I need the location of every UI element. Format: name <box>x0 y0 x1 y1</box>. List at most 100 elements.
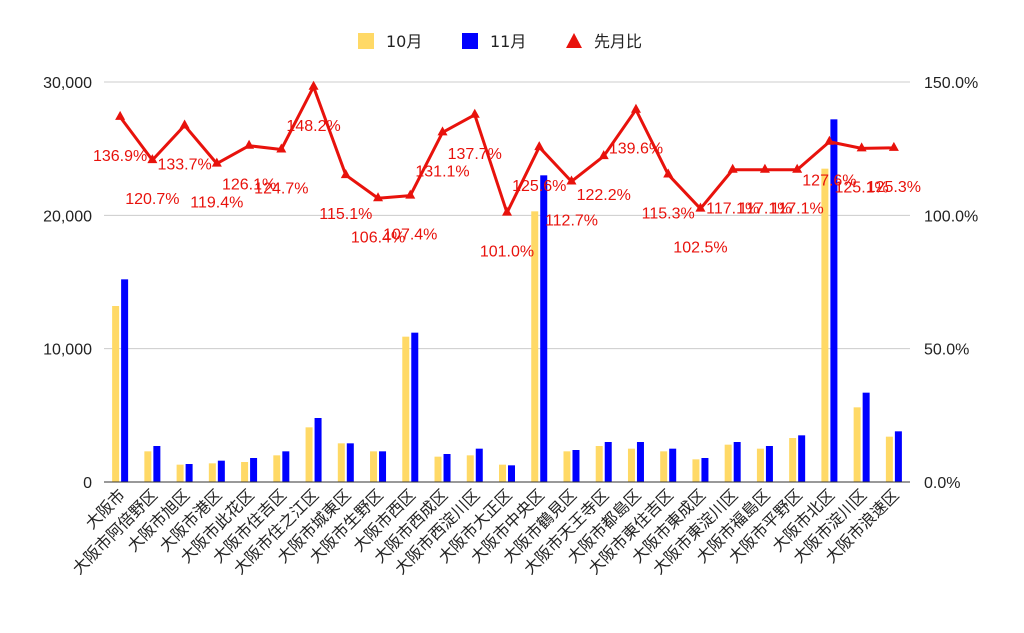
ratio-point-marker <box>502 206 512 216</box>
ratio-point-marker <box>663 168 674 178</box>
ratio-data-label: 124.7% <box>254 180 308 197</box>
ratio-data-label: 117.1% <box>771 201 824 218</box>
bar-nov <box>346 443 354 482</box>
ratio-point-marker <box>566 175 577 185</box>
bar-oct <box>241 462 249 482</box>
ratio-point-marker <box>888 141 899 151</box>
ratio-point-marker <box>598 150 609 160</box>
bar-oct <box>853 407 861 482</box>
ratio-data-label: 107.4% <box>383 227 437 244</box>
legend-swatch <box>462 33 478 49</box>
bar-oct <box>370 451 378 482</box>
ratio-point-marker <box>115 110 126 120</box>
ratio-point-marker <box>469 108 480 118</box>
ratio-data-label: 125.1% <box>835 179 889 196</box>
left-axis-tick-label: 10,000 <box>43 342 92 359</box>
left-axis-tick-label: 20,000 <box>43 208 92 225</box>
legend: 10月 11月 先月比 <box>358 32 642 51</box>
bar-oct <box>789 438 797 482</box>
ratio-data-label: 125.6% <box>512 178 566 195</box>
ratio-point-marker <box>792 163 803 173</box>
ratio-point-marker <box>211 157 222 167</box>
bar-nov <box>669 448 677 482</box>
bar-nov <box>379 451 387 482</box>
ratio-data-label: 127.6% <box>802 173 856 190</box>
bar-oct <box>821 168 829 482</box>
bar-nov <box>701 458 709 482</box>
bar-oct <box>595 446 603 482</box>
ratio-data-label: 119.4% <box>190 195 243 212</box>
ratio-data-label: 112.7% <box>545 212 598 229</box>
bar-nov <box>508 465 515 482</box>
bar-oct <box>627 448 635 482</box>
ratio-data-label: 102.5% <box>673 240 727 257</box>
bar-nov <box>540 175 548 483</box>
bar-oct <box>337 443 345 482</box>
bar-nov <box>798 435 806 482</box>
ratio-point-marker <box>695 202 706 212</box>
ratio-data-label: 148.2% <box>286 118 340 135</box>
bar-oct <box>660 451 668 482</box>
ratio-data-label: 122.2% <box>577 187 631 204</box>
bar-nov <box>894 431 902 482</box>
bar-oct <box>273 455 281 482</box>
ratio-point-marker <box>340 169 351 179</box>
bar-oct <box>563 451 571 482</box>
legend-label: 11月 <box>490 32 526 51</box>
bar-oct <box>112 306 120 482</box>
bar-oct <box>144 451 152 482</box>
ratio-data-label: 117.1% <box>738 201 791 218</box>
bar-oct <box>305 427 313 482</box>
bar-nov <box>443 454 451 482</box>
ratio-point-marker <box>727 163 738 173</box>
bar-oct <box>499 464 506 482</box>
bar-oct <box>402 336 410 482</box>
ratio-data-label: 120.7% <box>125 191 179 208</box>
bar-oct <box>466 455 474 482</box>
ratio-data-label: 133.7% <box>157 156 211 173</box>
ratio-data-label: 101.0% <box>480 244 534 261</box>
bar-nov <box>862 392 870 482</box>
ratio-point-marker <box>534 141 545 151</box>
ratio-data-label: 136.9% <box>93 148 147 165</box>
ratio-point-marker <box>759 163 770 173</box>
bar-nov <box>765 446 773 482</box>
bar-nov <box>604 442 612 482</box>
ratio-data-label: 126.1% <box>222 177 276 194</box>
ratio-data-label: 106.4% <box>351 229 405 246</box>
bar-nov <box>475 448 483 482</box>
bar-nov <box>282 451 290 482</box>
ratio-data-label: 115.1% <box>319 206 372 223</box>
bar-oct <box>756 448 764 482</box>
ratio-point-marker <box>824 135 835 145</box>
legend-label: 10月 <box>386 32 422 51</box>
ratio-point-marker <box>308 80 319 90</box>
bar-nov <box>217 460 225 482</box>
legend-swatch <box>358 33 374 49</box>
data-labels: 136.9% 120.7% 133.7% 119.4%126.1%124.7% 148.… <box>93 118 921 261</box>
bar-oct <box>531 211 539 483</box>
right-axis-tick-label: 150.0% <box>924 75 978 92</box>
ratio-data-label: 137.7% <box>448 146 502 163</box>
ratio-data-label: 131.1% <box>415 163 469 180</box>
bar-nov <box>830 119 838 482</box>
bar-oct <box>724 444 732 482</box>
axes: 0 10,000 20,000 30,000 0.0% 50.0% 100.0% 150.0%… <box>43 75 978 578</box>
ratio-data-label: 115.3% <box>642 206 695 223</box>
legend-swatch <box>566 33 582 48</box>
ratio-point-marker <box>179 119 190 129</box>
bar-nov <box>733 442 741 482</box>
line-series <box>115 80 899 216</box>
right-axis-tick-label: 100.0% <box>924 208 978 225</box>
left-axis-tick-label: 30,000 <box>43 75 92 92</box>
legend-label: 先月比 <box>594 32 642 51</box>
ratio-data-label: 139.6% <box>609 141 663 158</box>
bar-nov <box>411 332 419 482</box>
ratio-point-marker <box>405 189 416 199</box>
bar-nov <box>314 418 322 482</box>
right-axis-tick-label: 0.0% <box>924 475 960 492</box>
ratio-point-marker <box>244 139 255 149</box>
right-axis-tick-label: 50.0% <box>924 342 969 359</box>
